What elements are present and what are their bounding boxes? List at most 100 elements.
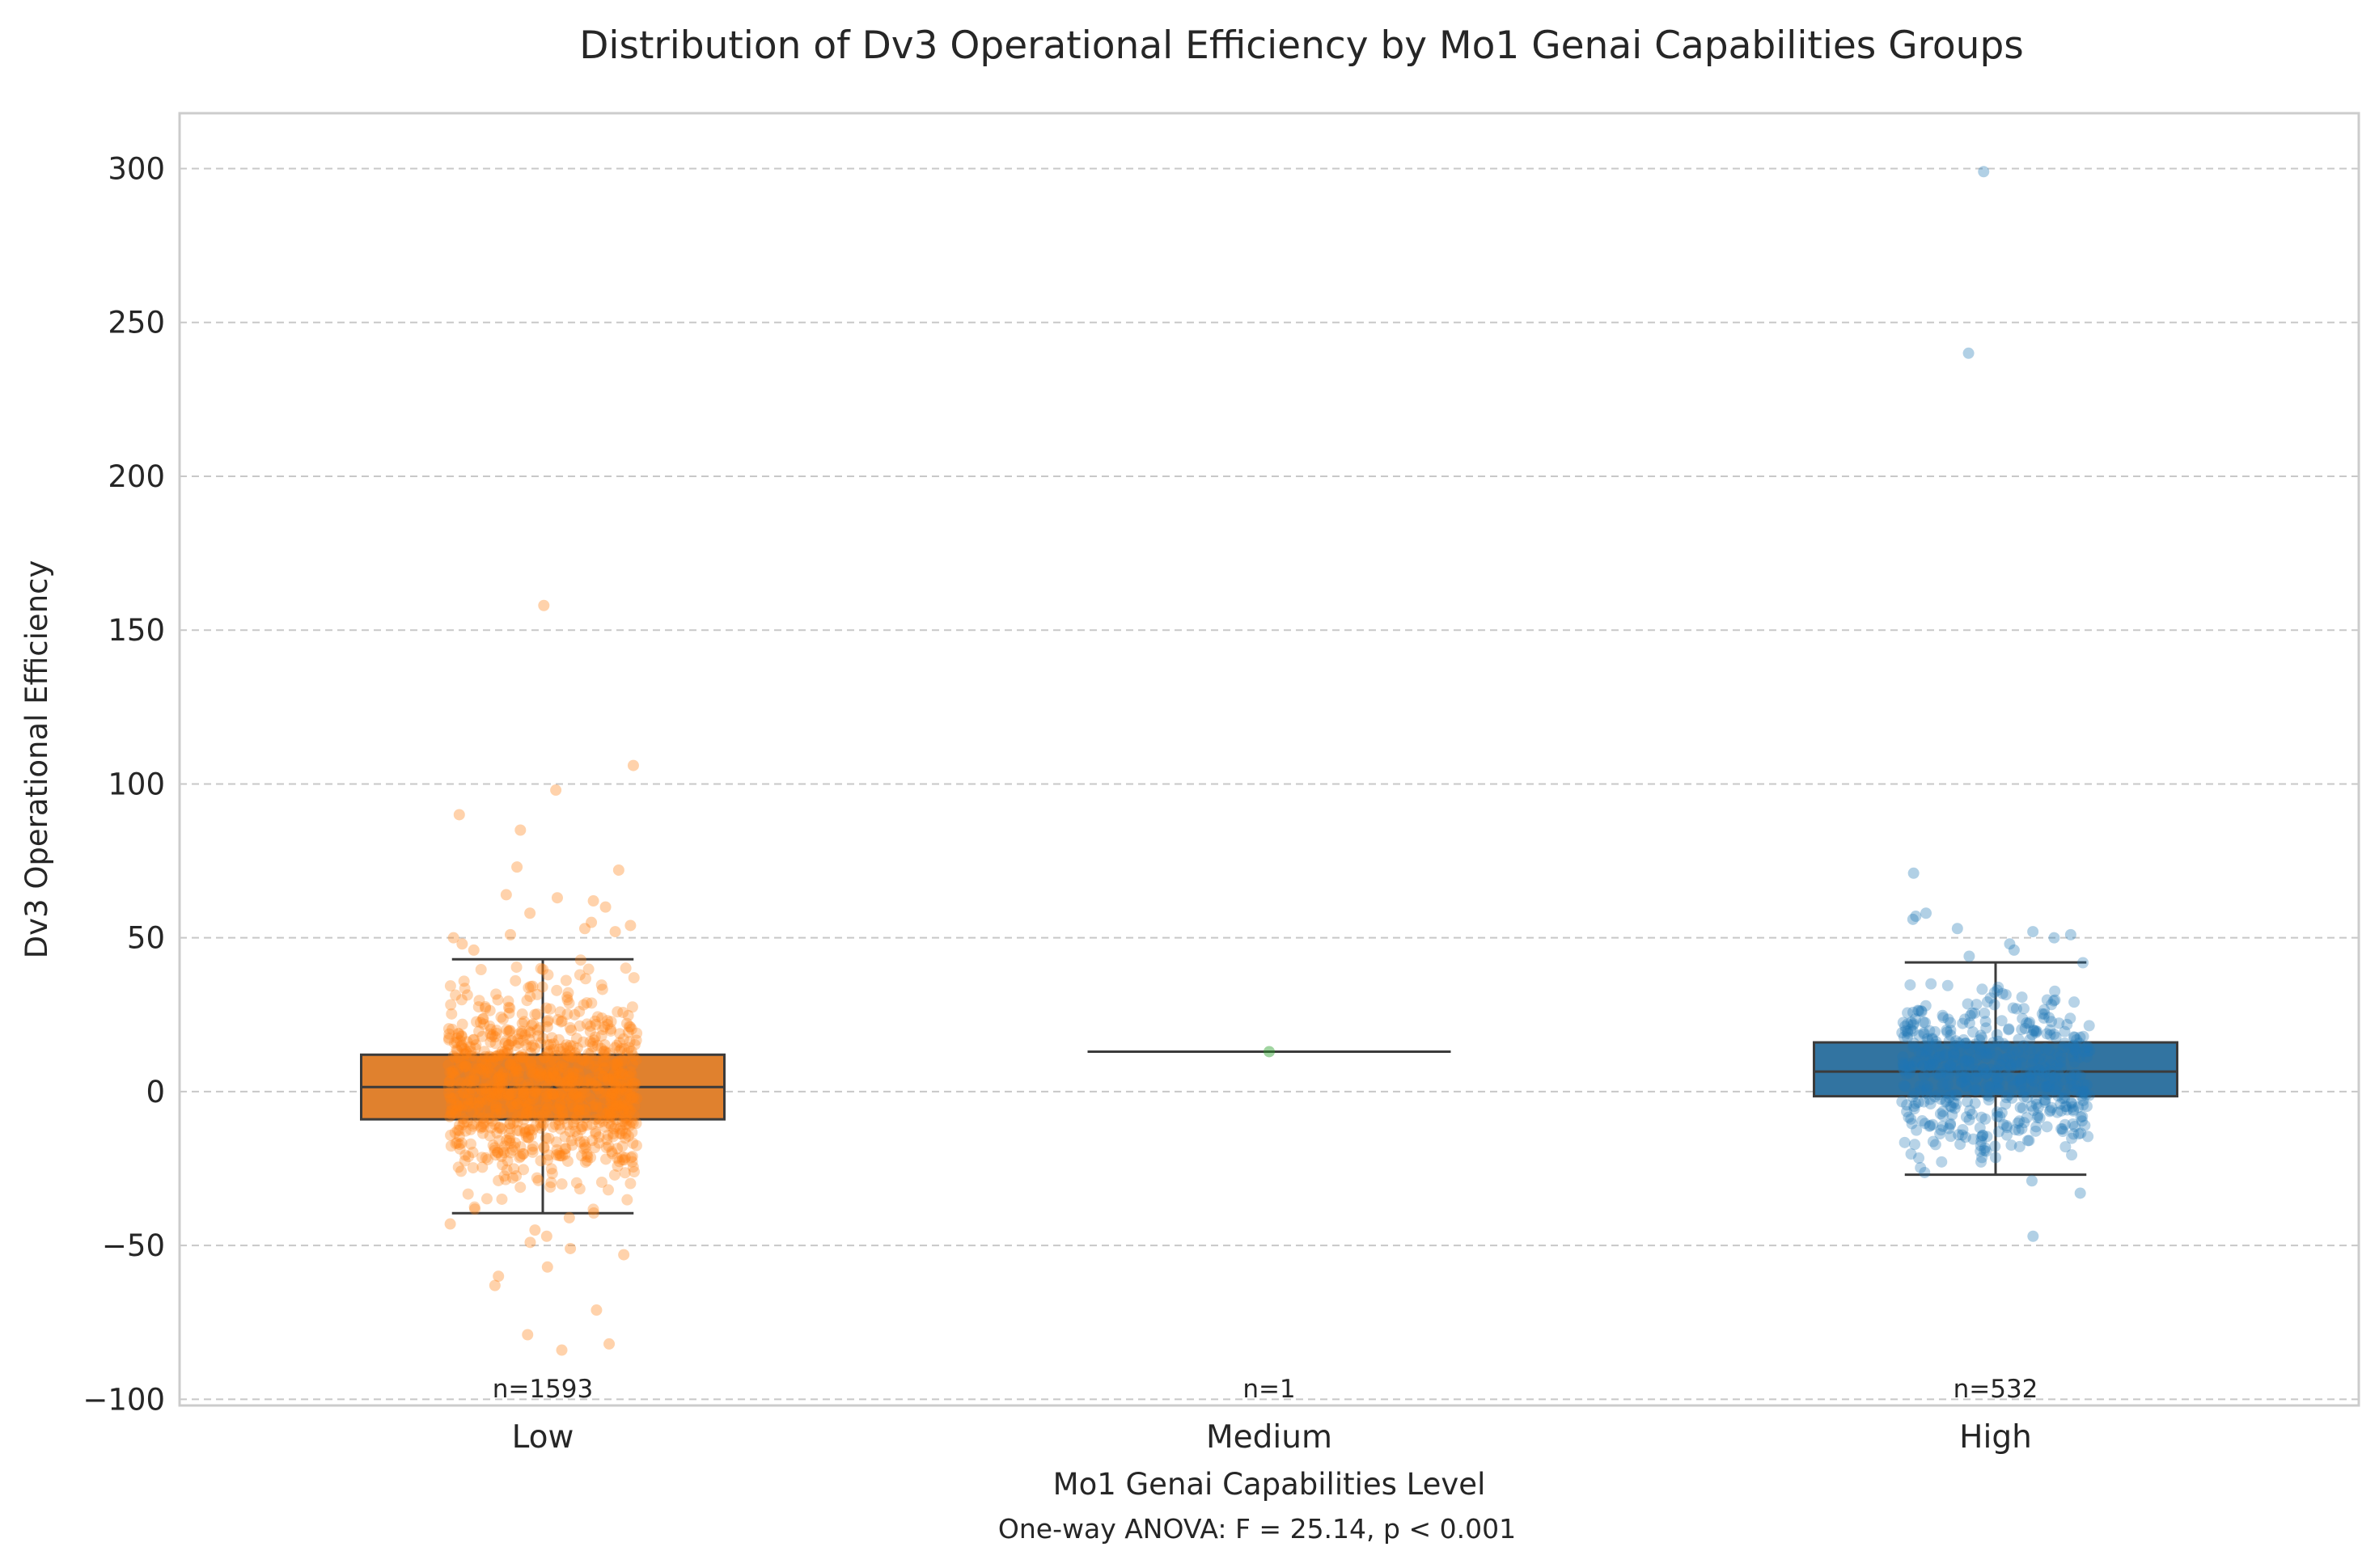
data-point [524, 1026, 536, 1038]
data-point [1962, 998, 1974, 1010]
data-point [1917, 1060, 1929, 1072]
data-point [556, 1344, 568, 1356]
data-point [1921, 1033, 1933, 1045]
y-tick-label: 200 [108, 459, 165, 494]
data-point [1999, 1065, 2011, 1077]
data-point [1927, 1058, 1939, 1070]
data-point [527, 1146, 539, 1158]
data-point [601, 1015, 613, 1027]
data-point [459, 1149, 472, 1161]
data-point [627, 1050, 639, 1062]
data-point [625, 1023, 637, 1035]
data-point [1908, 1101, 1920, 1113]
data-point [543, 1071, 555, 1084]
data-point [2007, 1046, 2019, 1058]
data-point [514, 1152, 526, 1164]
data-point [616, 1124, 629, 1136]
data-point [1915, 1085, 1927, 1097]
data-point [2018, 1117, 2030, 1129]
data-point [590, 1099, 602, 1111]
data-point [586, 1135, 599, 1147]
data-point [504, 1132, 516, 1144]
data-point [506, 1097, 518, 1109]
data-point [599, 901, 612, 913]
data-point [447, 1067, 459, 1079]
data-point [523, 1033, 535, 1046]
data-point [604, 1090, 616, 1102]
data-point [2073, 1051, 2085, 1063]
data-point [1960, 1080, 1972, 1093]
data-point [1929, 1139, 1941, 1151]
data-point [507, 1059, 519, 1071]
data-point [590, 1126, 602, 1138]
data-point [502, 1044, 514, 1056]
data-point [453, 1028, 465, 1040]
data-point [585, 1047, 597, 1059]
data-point [1937, 1079, 1949, 1091]
data-point [489, 1087, 501, 1099]
data-point [2051, 1048, 2064, 1060]
data-point [566, 1084, 578, 1096]
data-point [1948, 1048, 1960, 1060]
data-point [1929, 1056, 1941, 1068]
data-point [544, 1059, 557, 1071]
data-point [1911, 1056, 1924, 1068]
data-point [559, 1143, 571, 1155]
data-point [1903, 1111, 1915, 1123]
data-point [2012, 1046, 2024, 1058]
data-point [541, 1261, 553, 1273]
data-point [603, 1101, 616, 1114]
data-point [1979, 1045, 1991, 1057]
data-point [567, 1118, 579, 1131]
data-point [544, 1088, 557, 1100]
data-point [575, 1087, 587, 1099]
data-point [1963, 1055, 1975, 1067]
data-point [1907, 1019, 1920, 1031]
data-point [523, 1124, 535, 1136]
data-point [2033, 1054, 2045, 1066]
data-point [2032, 1044, 2044, 1056]
data-point [594, 1067, 606, 1080]
data-point [560, 1143, 572, 1155]
data-point [461, 1036, 473, 1048]
data-point [590, 1127, 602, 1139]
data-point [601, 1108, 613, 1120]
data-point [1995, 1059, 2007, 1071]
data-point [489, 1149, 502, 1161]
data-point [485, 1067, 497, 1080]
data-point [510, 1137, 522, 1149]
count-label: n=1 [1242, 1375, 1295, 1404]
x-tick-label: Medium [1206, 1419, 1332, 1456]
data-point [2038, 1012, 2050, 1024]
data-point [1953, 1037, 1965, 1049]
data-point [476, 1152, 488, 1164]
data-point [605, 1120, 617, 1132]
data-point [504, 1137, 516, 1149]
data-point [602, 1018, 614, 1030]
data-point [571, 1130, 583, 1142]
points-layer [442, 166, 2096, 1356]
data-point [623, 1042, 635, 1054]
data-point [518, 1147, 530, 1160]
data-point [568, 1051, 580, 1063]
data-point [1907, 913, 1919, 925]
data-point [472, 1111, 485, 1123]
data-point [482, 1063, 494, 1075]
data-point [516, 1028, 528, 1040]
data-point [624, 1105, 637, 1117]
data-point [2039, 1094, 2051, 1106]
data-point [548, 1055, 560, 1067]
data-point [507, 1101, 519, 1113]
data-point [603, 1047, 615, 1059]
data-point [557, 1109, 569, 1121]
data-point [621, 1075, 633, 1087]
data-point [568, 1067, 580, 1080]
data-point [1921, 1084, 1933, 1096]
data-point [621, 1194, 633, 1206]
data-point [1949, 1088, 1962, 1101]
data-point [543, 1132, 555, 1144]
data-point [468, 1033, 480, 1046]
data-point [445, 1093, 457, 1105]
data-point [514, 1125, 526, 1137]
y-tick-label: −50 [102, 1228, 165, 1263]
